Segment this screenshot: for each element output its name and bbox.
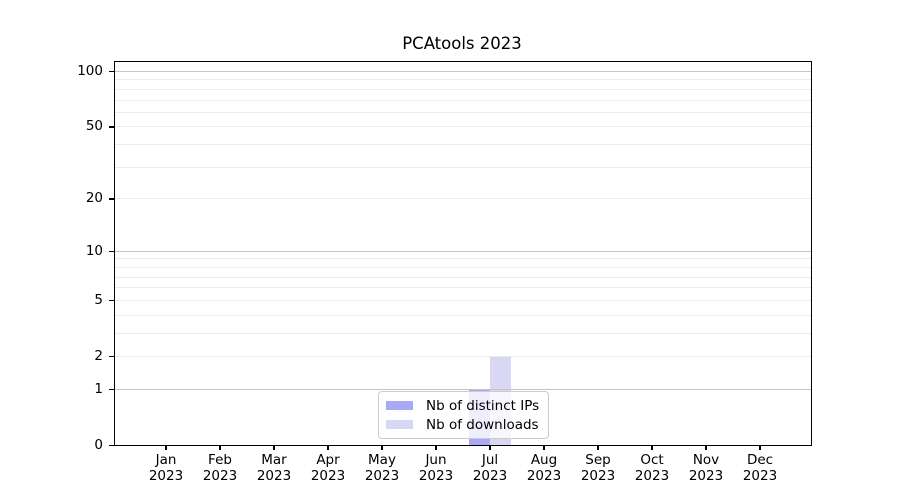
y-tick-mark bbox=[108, 126, 114, 128]
x-tick-mark bbox=[705, 445, 707, 450]
gridline-minor bbox=[115, 276, 811, 278]
gridlines-layer bbox=[115, 62, 811, 445]
x-tick-year: 2023 bbox=[418, 468, 454, 484]
legend-swatch-downloads bbox=[386, 420, 413, 429]
x-tick-label: Jun 2023 bbox=[409, 452, 463, 484]
x-tick-month: Jan bbox=[155, 452, 177, 468]
x-tick-label: Jul 2023 bbox=[463, 452, 517, 484]
y-tick-mark bbox=[108, 388, 114, 391]
x-tick-label: May 2023 bbox=[355, 452, 409, 484]
x-tick-mark bbox=[489, 445, 491, 450]
y-tick-label: 1 bbox=[94, 380, 103, 397]
gridline-minor bbox=[115, 314, 811, 316]
x-axis: Jan 2023 Feb 2023 Mar 2023 Apr 2023 May 2023 Jun 20… bbox=[115, 62, 811, 484]
x-tick-mark bbox=[435, 445, 437, 450]
gridline-minor bbox=[115, 144, 811, 146]
gridline-minor bbox=[115, 299, 811, 301]
legend-item-downloads: Nb of downloads bbox=[386, 416, 539, 433]
x-tick-month: Mar bbox=[261, 452, 287, 468]
x-tick-year: 2023 bbox=[526, 468, 562, 484]
legend-swatch-distinct-ips bbox=[386, 401, 413, 410]
y-tick-label: 20 bbox=[85, 190, 103, 207]
gridline-minor bbox=[115, 88, 811, 90]
x-tick-year: 2023 bbox=[688, 468, 724, 484]
y-tick-mark bbox=[108, 250, 114, 252]
gridline-major bbox=[115, 388, 811, 390]
y-tick-label: 50 bbox=[85, 118, 103, 135]
x-tick-month: Jul bbox=[481, 452, 499, 468]
x-tick-mark bbox=[219, 445, 221, 450]
x-tick-label: Aug 2023 bbox=[517, 452, 571, 484]
y-tick-mark bbox=[108, 71, 114, 73]
x-tick-label: Jan 2023 bbox=[139, 452, 193, 484]
x-tick-month: Oct bbox=[640, 452, 664, 468]
x-tick-label: Oct 2023 bbox=[625, 452, 679, 484]
x-tick-label: Dec 2023 bbox=[733, 452, 787, 484]
x-tick-year: 2023 bbox=[310, 468, 346, 484]
x-tick-year: 2023 bbox=[364, 468, 400, 484]
x-tick-mark bbox=[327, 445, 329, 450]
x-tick-month: Sep bbox=[585, 452, 611, 468]
y-tick-label: 2 bbox=[94, 348, 103, 364]
y-tick-mark bbox=[108, 356, 114, 358]
x-tick-label: Feb 2023 bbox=[193, 452, 247, 484]
y-tick-mark bbox=[108, 445, 114, 447]
x-tick-year: 2023 bbox=[634, 468, 670, 484]
gridline-minor bbox=[115, 166, 811, 168]
x-tick-label: Nov 2023 bbox=[679, 452, 733, 484]
gridline-minor bbox=[115, 99, 811, 101]
x-tick-month: Feb bbox=[208, 452, 232, 468]
gridline-minor bbox=[115, 126, 811, 128]
x-tick-year: 2023 bbox=[202, 468, 238, 484]
x-tick-month: May bbox=[368, 452, 396, 468]
x-tick-label: Apr 2023 bbox=[301, 452, 355, 484]
plot-area: 0 1 2 5 10 20 50 100 Jan 2023 Feb 2023 Mar 2023 Apr 20… bbox=[77, 61, 812, 484]
x-tick-year: 2023 bbox=[256, 468, 292, 484]
x-tick-year: 2023 bbox=[580, 468, 616, 484]
gridline-minor bbox=[115, 266, 811, 268]
y-tick-mark bbox=[108, 299, 114, 302]
chart-title: PCAtools 2023 bbox=[402, 34, 522, 53]
x-tick-year: 2023 bbox=[742, 468, 778, 484]
y-tick-mark bbox=[108, 198, 114, 200]
y-tick-label: 100 bbox=[77, 63, 103, 79]
x-tick-month: Apr bbox=[316, 452, 340, 468]
legend-label-downloads: Nb of downloads bbox=[426, 416, 539, 433]
legend: Nb of distinct IPs Nb of downloads bbox=[378, 391, 550, 439]
gridline-major bbox=[115, 250, 811, 252]
gridline-minor bbox=[115, 79, 811, 81]
x-tick-mark bbox=[597, 445, 599, 450]
legend-item-distinct-ips: Nb of distinct IPs bbox=[386, 397, 539, 414]
x-tick-label: Sep 2023 bbox=[571, 452, 625, 484]
x-tick-month: Aug bbox=[530, 452, 558, 468]
y-axis: 0 1 2 5 10 20 50 100 bbox=[77, 62, 811, 453]
y-tick-label: 0 bbox=[94, 437, 103, 453]
x-tick-mark bbox=[273, 445, 275, 450]
x-tick-label: Mar 2023 bbox=[247, 452, 301, 484]
gridline-major bbox=[115, 71, 811, 72]
x-tick-year: 2023 bbox=[148, 468, 184, 484]
x-tick-mark bbox=[759, 445, 761, 450]
x-tick-mark bbox=[651, 445, 653, 450]
gridline-minor bbox=[115, 111, 811, 113]
x-tick-mark bbox=[543, 445, 545, 450]
gridline-minor bbox=[115, 287, 811, 289]
x-tick-month: Jun bbox=[425, 452, 447, 468]
gridline-minor bbox=[115, 258, 811, 260]
x-tick-month: Dec bbox=[746, 452, 774, 468]
gridline-minor bbox=[115, 332, 811, 334]
gridline-minor bbox=[115, 356, 811, 357]
x-tick-mark bbox=[165, 445, 167, 450]
gridline-minor bbox=[115, 198, 811, 200]
legend-label-distinct-ips: Nb of distinct IPs bbox=[426, 397, 540, 414]
x-tick-year: 2023 bbox=[472, 468, 508, 484]
y-tick-label: 5 bbox=[94, 291, 103, 308]
x-tick-mark bbox=[381, 445, 383, 450]
y-tick-label: 10 bbox=[85, 242, 103, 259]
x-tick-month: Nov bbox=[692, 452, 720, 468]
